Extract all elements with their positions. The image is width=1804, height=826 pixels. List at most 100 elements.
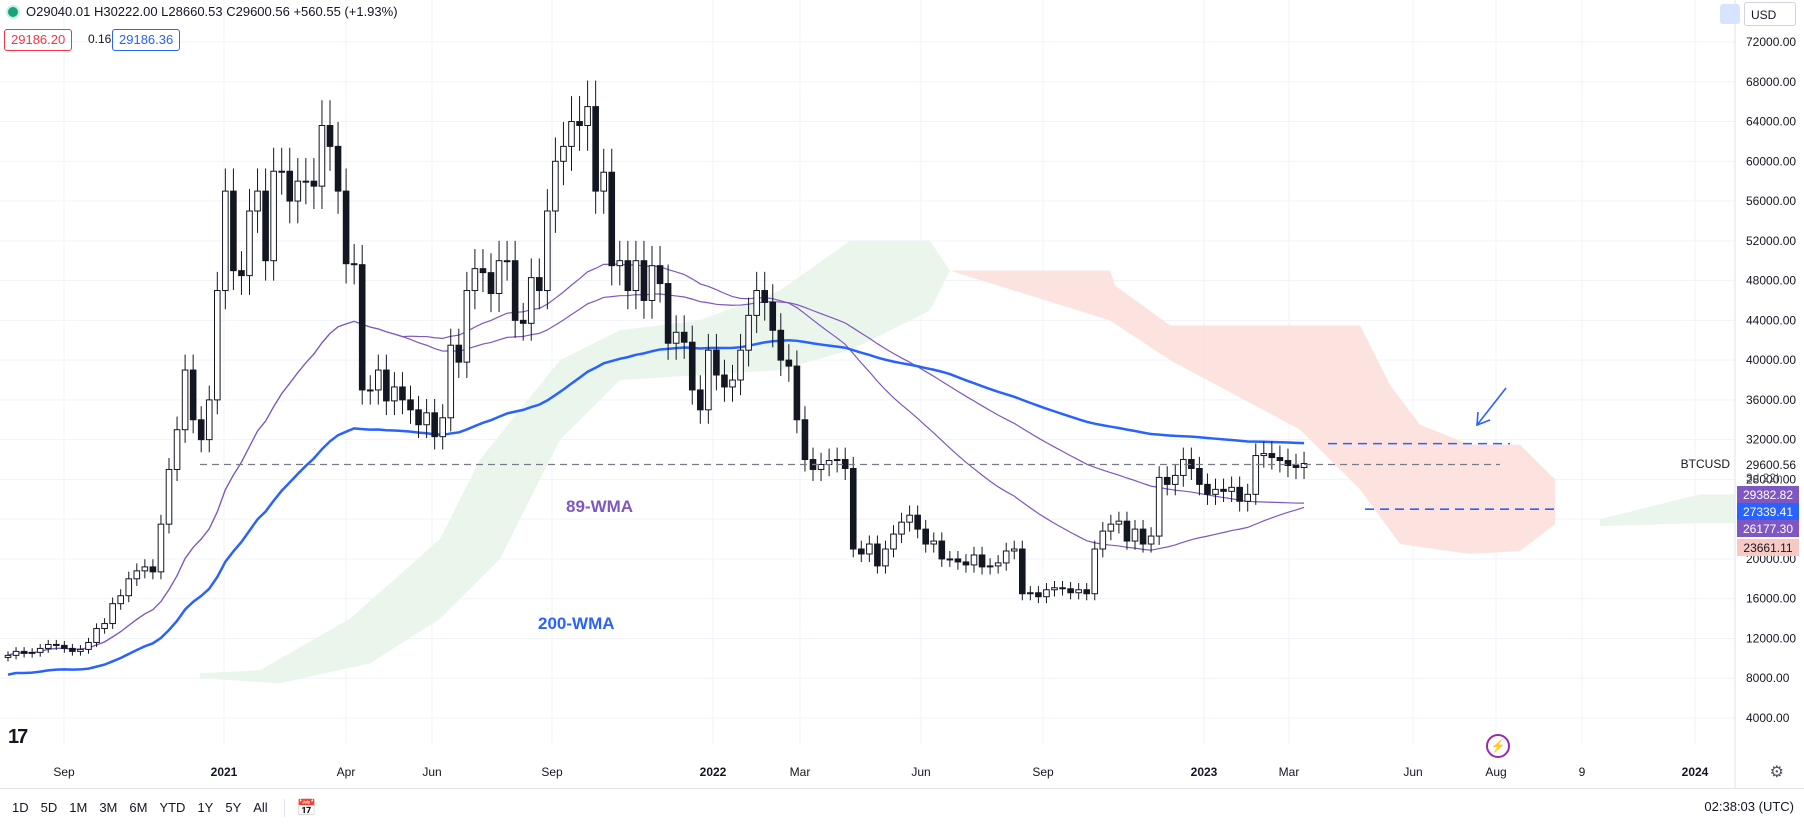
price-tag-bg	[1737, 520, 1799, 537]
chart-canvas[interactable]: 89-WMA 200-WMA 4000.00 8000.00 12000.00 1600…	[0, 0, 1804, 788]
candle-body	[841, 459, 849, 469]
candle	[648, 245, 656, 319]
candle-body	[866, 543, 873, 555]
sell-price-button[interactable]: 29186.20	[4, 29, 73, 51]
candle-body	[302, 180, 310, 183]
price-tag-wma89: 29382.82	[1737, 486, 1799, 503]
candle	[197, 406, 205, 453]
candle	[407, 385, 414, 424]
range-1m-button[interactable]: 1M	[69, 800, 88, 815]
candle-body	[495, 260, 503, 295]
range-all-button[interactable]: All	[253, 800, 268, 815]
candle	[350, 243, 358, 285]
calendar-goto-icon[interactable]: 📅	[296, 799, 317, 817]
candle	[1115, 511, 1123, 534]
range-6m-button[interactable]: 6M	[129, 800, 148, 815]
arrow-head-icon	[1476, 411, 1491, 427]
candle	[962, 554, 970, 573]
candle	[310, 158, 318, 210]
candle	[205, 385, 213, 453]
candle	[1067, 582, 1074, 600]
candle	[294, 158, 302, 224]
y-tick-label: 60000.00	[1746, 154, 1796, 168]
tradingview-logo-icon[interactable]: 17	[8, 726, 28, 748]
candle	[729, 364, 736, 402]
candle	[165, 457, 173, 534]
settings-gear-icon[interactable]: ⚙	[1769, 764, 1784, 781]
candle	[914, 505, 921, 539]
x-tick-label: Jun	[911, 765, 930, 779]
candle	[753, 271, 760, 334]
candle	[616, 240, 624, 286]
buy-price-button[interactable]: 29186.36	[112, 29, 181, 51]
candle-body	[986, 565, 994, 568]
candle-body	[688, 341, 696, 391]
candle-body	[552, 160, 559, 212]
symbol-label: BTCUSD	[1681, 457, 1731, 471]
candle-body	[205, 399, 213, 441]
candle-body	[874, 543, 881, 567]
candle	[1010, 540, 1018, 560]
candle-body	[4, 654, 12, 658]
candle	[85, 637, 92, 654]
range-3m-button[interactable]: 3M	[99, 800, 118, 815]
candle-body	[109, 603, 116, 625]
candle	[439, 404, 446, 450]
range-1d-button[interactable]: 1D	[12, 800, 29, 815]
range-1y-button[interactable]: 1Y	[197, 800, 214, 815]
y-tick-label: 40000.00	[1746, 353, 1796, 367]
candle-body	[431, 412, 438, 438]
candle-body	[479, 268, 487, 274]
candle	[511, 240, 519, 338]
currency-select[interactable]: USD	[1744, 2, 1796, 26]
candle-body	[415, 409, 422, 426]
candle	[391, 372, 398, 416]
x-tick-label: Mar	[1279, 765, 1300, 779]
candle-body	[262, 190, 269, 262]
bottom-toolbar: 1D 5D 1M 3M 6M YTD 1Y 5Y All 📅 02:38:03 …	[0, 788, 1804, 826]
candle	[1292, 453, 1300, 480]
candle	[1002, 542, 1010, 571]
candle-body	[1051, 587, 1058, 591]
candle-body	[1252, 455, 1260, 495]
compare-icon[interactable]	[1720, 4, 1740, 24]
candle	[930, 532, 938, 553]
range-ytd-button[interactable]: YTD	[159, 800, 186, 815]
candle	[133, 563, 141, 586]
candle-body	[1260, 453, 1268, 457]
y-tick-label: 72000.00	[1746, 35, 1796, 49]
candle	[93, 623, 100, 648]
candle	[358, 244, 366, 405]
candle-body	[1155, 476, 1163, 537]
utc-clock[interactable]: 02:38:03 (UTC)	[1704, 799, 1794, 814]
candle-body	[519, 319, 527, 324]
events-bolt-icon[interactable]: ⚡	[1486, 734, 1510, 758]
candle-body	[817, 464, 825, 470]
candle	[656, 245, 664, 303]
candle-body	[383, 369, 390, 402]
range-5d-button[interactable]: 5D	[40, 800, 58, 815]
candle	[270, 147, 277, 281]
candle	[415, 395, 422, 439]
price-tag-text: 29382.82	[1743, 488, 1793, 502]
candle-body	[1220, 488, 1227, 492]
candle	[1252, 443, 1260, 505]
candle-body	[1244, 493, 1252, 502]
candle-body	[20, 650, 28, 654]
candle	[77, 645, 84, 656]
candle	[1244, 483, 1252, 512]
candle-body	[672, 331, 680, 344]
candle-body	[536, 277, 543, 292]
range-5y-button[interactable]: 5Y	[225, 800, 242, 815]
candle	[117, 589, 125, 610]
candle	[568, 96, 575, 171]
candle-body	[1212, 488, 1219, 495]
candle	[849, 456, 857, 558]
candle-body	[350, 263, 358, 266]
candle-body	[1163, 476, 1171, 485]
candle	[584, 80, 591, 151]
candle	[383, 354, 390, 416]
y-tick-label: 16000.00	[1746, 592, 1796, 606]
candle	[238, 251, 245, 295]
